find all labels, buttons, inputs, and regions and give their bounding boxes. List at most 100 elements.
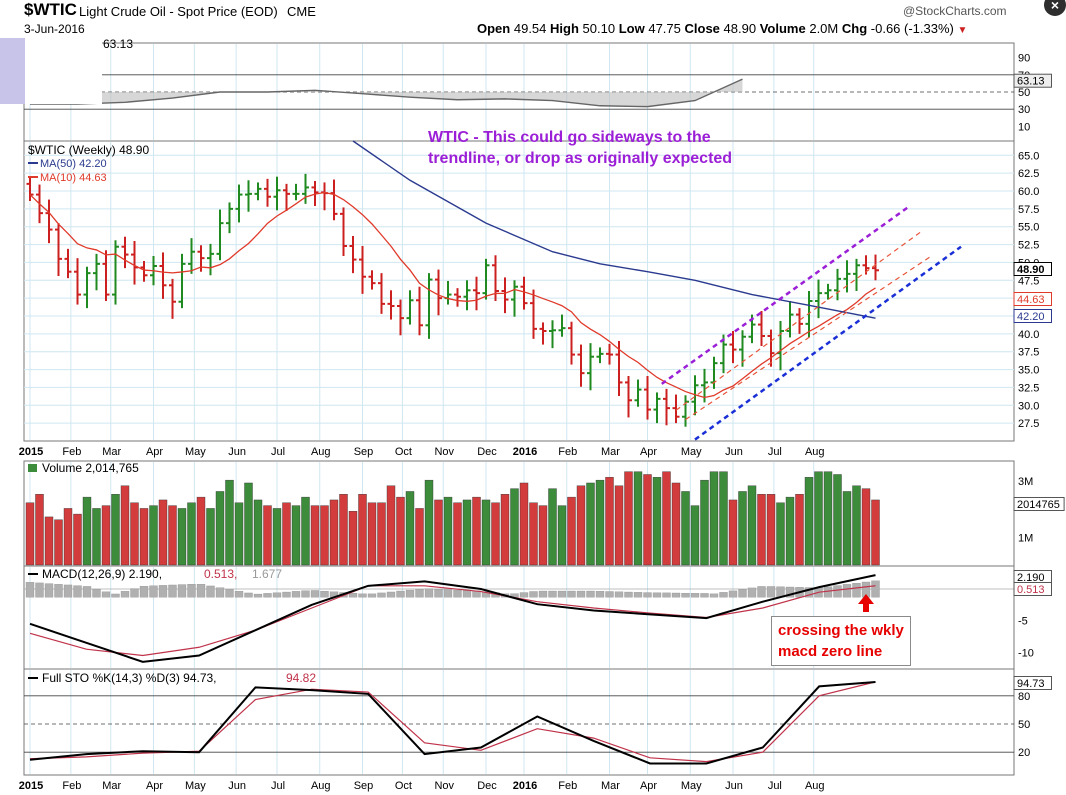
macd-hist-bar-38	[386, 591, 396, 598]
price-ma10-tag-box	[1013, 292, 1052, 306]
volume-bar-68	[671, 482, 681, 566]
macd-hist-bar-18	[196, 584, 206, 598]
macd-hist-bar-22	[234, 591, 244, 598]
price-xtick-16: May	[681, 446, 702, 458]
price-ytick-1: 62.5	[1018, 168, 1039, 180]
volume-bar-2	[44, 516, 54, 566]
macd-hist-bar-29	[301, 590, 310, 598]
macd-hist-bar-44	[443, 589, 453, 598]
sto-value-tag: 94.73	[1017, 678, 1045, 690]
volume-bar-44	[443, 496, 453, 566]
volume-bar-30	[310, 505, 320, 566]
volume-bar-88	[861, 488, 871, 566]
close-label: Close	[684, 21, 720, 36]
volume-bar-51	[510, 488, 519, 566]
rsi-ytick-10: 10	[1018, 121, 1030, 133]
volume-bar-81	[795, 494, 804, 566]
volume-bar-11	[130, 502, 139, 566]
price-ma50-tag: 42.20	[1017, 311, 1045, 323]
price-xtick-9: Oct	[395, 446, 412, 458]
macd-hist-bar-58	[576, 590, 586, 598]
macd-hist-bar-21	[225, 589, 234, 598]
macd-hist-bar-78	[766, 586, 776, 598]
volume-bar-17	[187, 502, 196, 566]
macd-hist-bar-64	[633, 592, 643, 598]
macd-hist-bar-31	[320, 590, 329, 598]
volume-bar-60	[595, 479, 605, 566]
macd-hist-bar-82	[804, 587, 814, 598]
close-icon[interactable]: ×	[1044, 0, 1066, 16]
volume-bar-42	[424, 479, 434, 566]
sto-xtick-14: Mar	[601, 780, 620, 792]
macd-hist-bar-27	[282, 591, 291, 598]
macd-hist-bar-10	[120, 591, 130, 598]
macd-hist-bar-13	[149, 585, 158, 598]
macd-hist-bar-72	[709, 593, 719, 598]
macd-hist-bar-59	[586, 590, 595, 598]
macd-hist-bar-55	[548, 590, 557, 598]
macd-hist-bar-62	[614, 591, 624, 598]
macd-hist-bar-68	[671, 592, 681, 598]
macd-annotation-box: crossing the wkly macd zero line	[771, 616, 911, 666]
sto-xtick-12: 2016	[513, 780, 537, 792]
price-ytick-4: 55.0	[1018, 222, 1039, 234]
macd-hist-bar-69	[681, 592, 690, 598]
volume-label: Volume	[759, 21, 806, 36]
volume-bar-71	[700, 479, 709, 566]
price-last-tag-box	[1013, 262, 1052, 276]
volume-legend-icon	[28, 464, 37, 472]
price-xtick-0: 2015	[19, 446, 43, 458]
price-xtick-7: Aug	[311, 446, 331, 458]
macd-hist-bar-37	[377, 592, 386, 598]
volume-bar-34	[348, 511, 358, 566]
sto-k-line	[29, 680, 876, 765]
volume-bar-63	[624, 471, 633, 566]
macd-hist-bar-61	[605, 591, 614, 598]
sto-xtick-3: Apr	[146, 780, 163, 792]
volume-bar-61	[605, 477, 614, 566]
price-ytick-13: 32.5	[1018, 382, 1039, 394]
open-label: Open	[477, 21, 511, 36]
sto-xtick-10: Nov	[434, 780, 454, 792]
volume-bar-5	[73, 513, 82, 566]
macd-hist-bar-23	[244, 592, 253, 598]
macd-hist-bar-48	[481, 591, 491, 598]
chg-down-icon: ▼	[957, 25, 968, 36]
price-xtick-12: 2016	[513, 446, 537, 458]
macd-hist-bar-36	[367, 593, 377, 598]
volume-bar-65	[643, 474, 652, 566]
volume-bar-87	[852, 485, 861, 566]
macd-signal-legend: 0.513,	[204, 567, 237, 581]
macd-hist-bar-54	[538, 590, 548, 598]
macd-hist-bar-7	[92, 588, 101, 598]
price-ytick-12: 35.0	[1018, 365, 1039, 377]
macd-hist-bar-20	[215, 587, 225, 598]
volume-right-tag: 2014765	[1017, 499, 1060, 511]
rsi-ytick-30: 30	[1018, 104, 1030, 116]
macd-hist-bar-0	[25, 582, 35, 598]
volume-bar-49	[491, 502, 500, 566]
macd-hist-bar-53	[529, 591, 538, 598]
macd-hist-bar-1	[35, 582, 44, 598]
macd-hist-bar-89	[871, 580, 880, 598]
macd-ytick-m5: -5	[1018, 616, 1028, 628]
upper-channel-line	[661, 205, 910, 385]
sto-ytick-20: 20	[1018, 747, 1030, 759]
mid-channel-line-lower	[685, 254, 933, 421]
price-ma10-tag: 44.63	[1017, 294, 1045, 306]
macd-hist-bar-30	[310, 590, 320, 598]
volume-bar-52	[519, 482, 529, 566]
macd-hist-bar-9	[111, 593, 120, 598]
price-xtick-3: Apr	[146, 446, 163, 458]
macd-hist-bar-66	[652, 592, 662, 598]
sto-ytick-50: 50	[1018, 719, 1030, 731]
macd-hist-bar-87	[852, 583, 861, 598]
macd-hist-bar-70	[690, 593, 700, 598]
volume-bar-15	[168, 505, 177, 566]
volume-bar-38	[386, 485, 396, 566]
macd-hist-bar-15	[168, 584, 177, 598]
sto-xtick-17: Jun	[725, 780, 743, 792]
macd-hist-bar-35	[358, 593, 367, 598]
volume-bar-16	[177, 508, 187, 566]
macd-hist-bar-2	[44, 583, 54, 598]
